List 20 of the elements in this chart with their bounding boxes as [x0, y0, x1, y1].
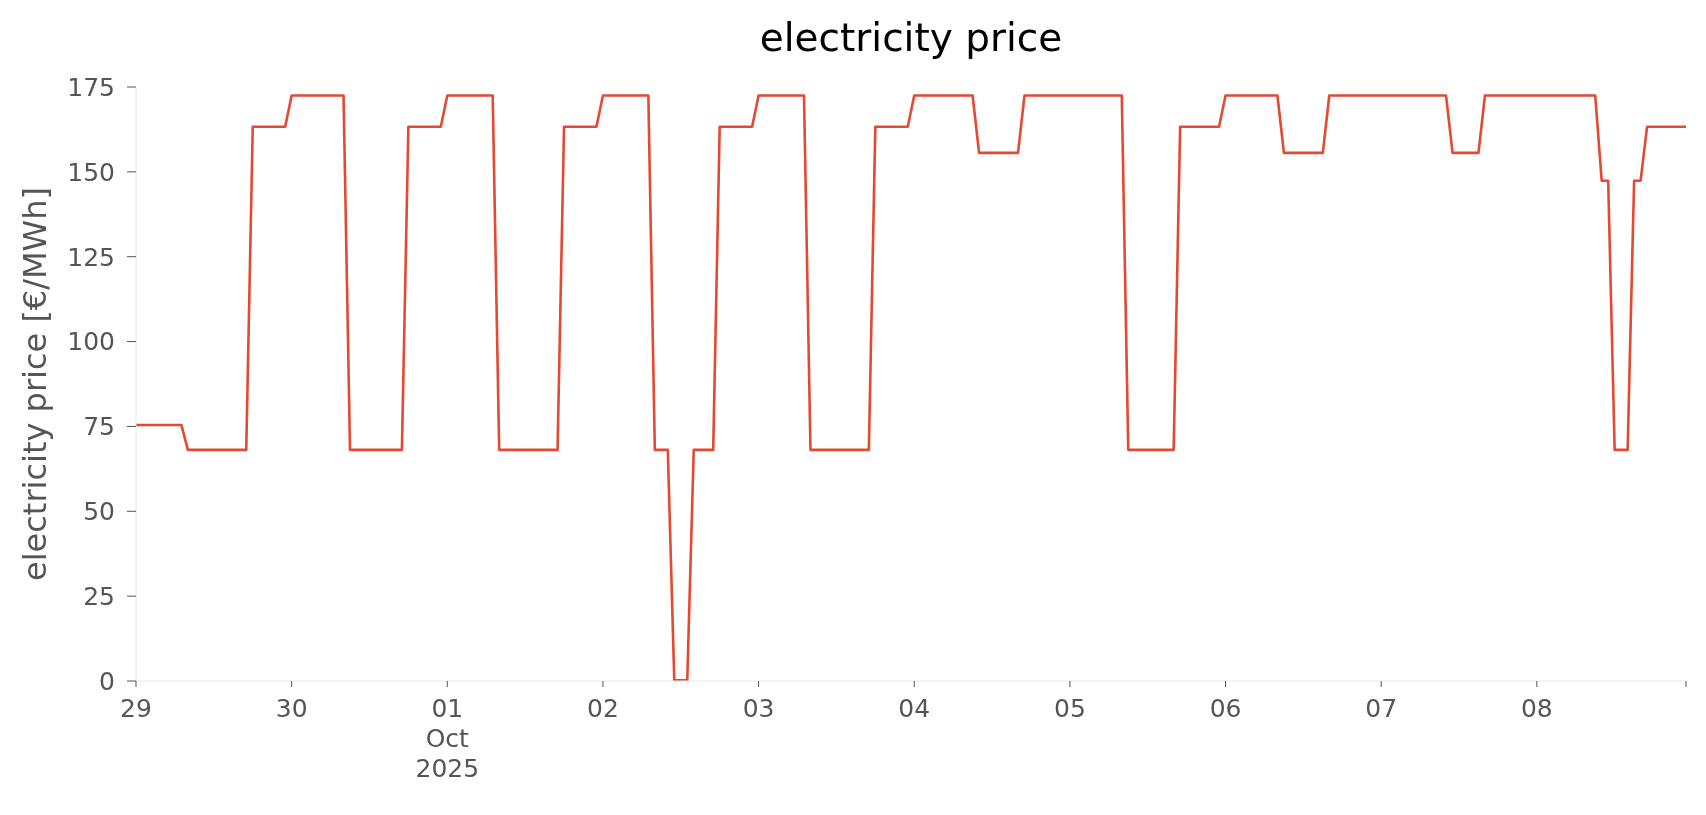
y-tick-label: 75 [83, 412, 115, 442]
y-tick-label: 150 [67, 157, 115, 187]
y-tick-label: 175 [67, 72, 115, 102]
y-tick-label: 125 [67, 242, 115, 272]
y-tick-label: 50 [83, 497, 115, 527]
x-tick-label: 03 [742, 693, 775, 723]
x-tick-label: 01 Oct 2025 [415, 693, 480, 783]
y-axis-title: electricity price [€/MWh] [16, 186, 54, 582]
x-tick-label: 05 [1053, 693, 1086, 723]
x-tick-label: 02 [587, 693, 619, 723]
y-tick-label: 25 [83, 582, 115, 612]
x-tick-label: 07 [1365, 693, 1398, 723]
y-tick-label: 100 [67, 327, 115, 357]
x-tick-label: 06 [1209, 693, 1242, 723]
x-tick-label: 30 [275, 693, 308, 723]
y-tick-label: 0 [99, 666, 115, 696]
x-tick-label: 08 [1520, 693, 1553, 723]
x-tick-label: 29 [120, 693, 152, 723]
x-tick-label: 04 [898, 693, 931, 723]
chart-title: electricity price [758, 15, 1064, 60]
